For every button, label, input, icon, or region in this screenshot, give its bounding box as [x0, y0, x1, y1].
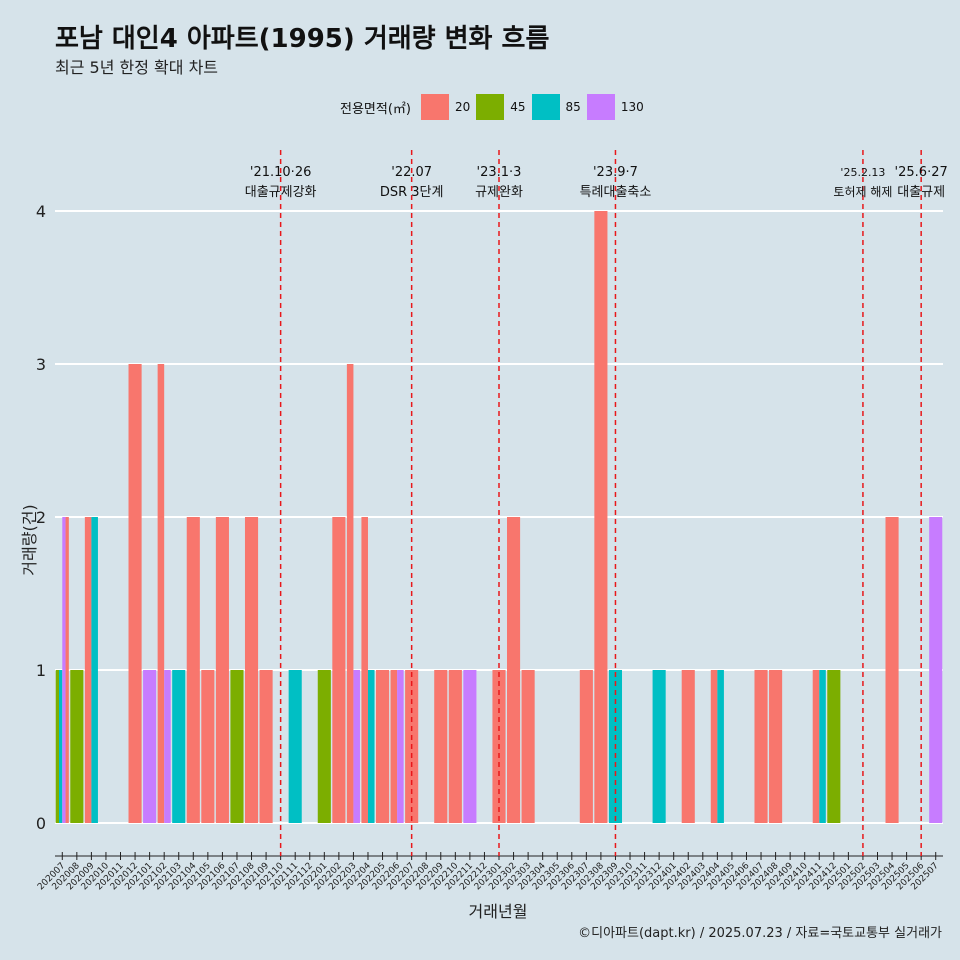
- y-tick-label: 0: [36, 814, 46, 833]
- bar-202007-45: [56, 670, 59, 823]
- bar-202408-20: [769, 670, 782, 823]
- source-caption: ©디아파트(dapt.kr) / 2025.07.23 / 자료=국토교통부 실…: [578, 922, 942, 941]
- bar-202108-20: [245, 517, 258, 823]
- y-tick-label: 4: [36, 202, 46, 221]
- bar-202209-20: [434, 670, 447, 823]
- bar-202204-85: [368, 670, 375, 823]
- bar-202412-45: [827, 670, 840, 823]
- event-label: DSR 3단계: [380, 185, 444, 200]
- bar-202008-45: [70, 670, 83, 823]
- bar-202204-20: [361, 517, 368, 823]
- bar-202203-20: [347, 364, 354, 823]
- event-date: '22.07: [391, 165, 432, 180]
- event-date: '21.10·26: [250, 165, 311, 180]
- bar-202007-130: [62, 517, 65, 823]
- bar-202202-20: [332, 517, 345, 823]
- bar-202009-85: [91, 517, 98, 823]
- bar-202407-20: [754, 670, 767, 823]
- bar-202106-20: [216, 517, 229, 823]
- event-label: 대출규제강화: [245, 185, 317, 200]
- event-label: 특례대출축소: [580, 185, 652, 200]
- bar-202507-130: [929, 517, 942, 823]
- x-axis-label: 거래년월: [469, 898, 528, 922]
- bar-202203-130: [353, 670, 360, 823]
- bar-202105-20: [201, 670, 214, 823]
- bar-202111-85: [289, 670, 302, 823]
- bar-202101-130: [143, 670, 156, 823]
- bar-202102-20: [158, 364, 165, 823]
- bar-202201-45: [318, 670, 331, 823]
- event-date: '23.9·7: [593, 165, 638, 180]
- bar-202206-20: [391, 670, 398, 823]
- bar-202312-85: [653, 670, 666, 823]
- bar-202411-85: [819, 670, 826, 823]
- bar-202210-20: [449, 670, 462, 823]
- bar-202109-20: [260, 670, 273, 823]
- bar-202307-20: [580, 670, 593, 823]
- event-label: 토허제 해제: [833, 185, 892, 199]
- bar-202107-45: [230, 670, 243, 823]
- bar-202211-130: [463, 670, 476, 823]
- bar-202411-20: [813, 670, 820, 823]
- bar-202402-20: [682, 670, 695, 823]
- bar-202103-85: [172, 670, 185, 823]
- y-tick-label: 1: [36, 661, 46, 680]
- event-date: '25.2.13: [840, 166, 885, 179]
- event-label: 대출규제: [897, 185, 945, 200]
- bar-202308-20: [594, 211, 607, 823]
- bar-202205-20: [376, 670, 389, 823]
- bar-202007-20: [66, 517, 69, 823]
- bar-202206-130: [397, 670, 404, 823]
- y-axis-label: 거래량(건): [16, 504, 40, 575]
- bar-202009-20: [85, 517, 92, 823]
- event-label: 규제완화: [475, 185, 523, 200]
- bar-202404-85: [717, 670, 724, 823]
- bar-202012-20: [129, 364, 142, 823]
- bar-202302-20: [507, 517, 520, 823]
- bar-202303-20: [522, 670, 535, 823]
- bar-202404-20: [711, 670, 718, 823]
- bar-202104-20: [187, 517, 200, 823]
- chart-plot: 0123420200720200820200920201020201120201…: [0, 0, 960, 960]
- event-date: '25.6·27: [895, 165, 948, 180]
- bar-202504-20: [885, 517, 898, 823]
- bar-202007-85: [59, 670, 62, 823]
- y-tick-label: 3: [36, 355, 46, 374]
- event-date: '23.1·3: [477, 165, 522, 180]
- bar-202102-130: [164, 670, 171, 823]
